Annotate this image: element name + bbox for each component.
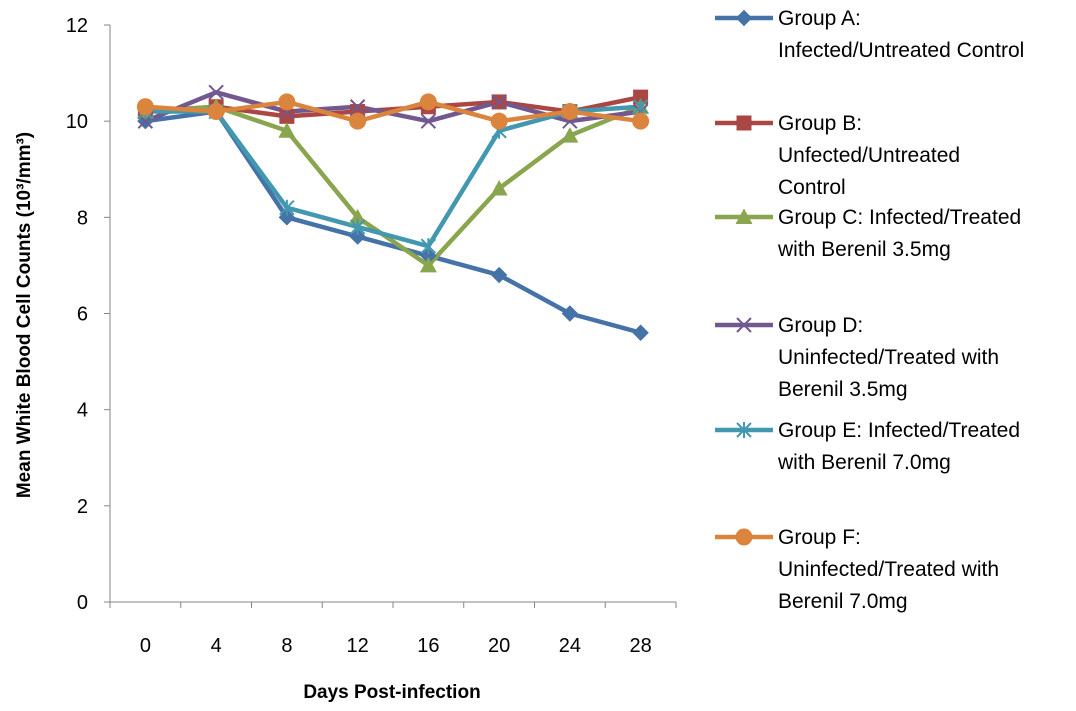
series-line-group-a	[143, 109, 643, 335]
series-line-group-e	[143, 104, 643, 249]
legend-label: with Berenil 3.5mg	[777, 238, 951, 261]
data-point-group-d	[349, 99, 366, 115]
y-tick-label: 10	[66, 111, 88, 133]
data-point-group-e	[420, 238, 437, 255]
legend-entry-group-a: Group A: Infected/Untreated Control	[715, 7, 1024, 62]
legend-entry-group-d: Group D: Uninfected/Treated with Berenil 3…	[715, 314, 999, 401]
data-point-group-f	[136, 98, 154, 116]
legend: Group A:Infected/Untreated ControlGroup …	[715, 7, 1024, 613]
data-point-group-a	[632, 324, 649, 341]
data-point-group-b	[633, 89, 649, 105]
x-tick-label: 8	[281, 635, 292, 657]
legend-swatch-marker	[736, 422, 752, 438]
x-tick-label: 0	[140, 635, 151, 657]
legend-entry-group-c: Group C: Infected/Treated with Berenil 3.…	[715, 206, 1021, 261]
y-tick-label: 2	[77, 496, 88, 518]
legend-label: Group F:	[778, 526, 861, 549]
series-markers	[136, 84, 650, 341]
data-point-group-d	[208, 84, 224, 101]
data-point-group-e	[632, 98, 649, 115]
legend-label: Control	[778, 176, 846, 199]
data-point-group-d	[420, 113, 437, 129]
series-markers-group-f	[136, 93, 650, 130]
y-tick-label: 0	[77, 592, 88, 614]
y-tick-label: 6	[77, 304, 88, 326]
y-tick-label: 8	[77, 207, 88, 229]
data-point-group-e	[349, 218, 366, 235]
y-axis-title: Mean White Blood Cell Counts (10³/mm³)	[14, 132, 35, 498]
x-tick-label: 16	[417, 635, 439, 657]
data-point-group-f	[419, 93, 437, 111]
x-tick-label: 12	[347, 635, 369, 657]
x-tick-label: 24	[559, 635, 581, 657]
legend-label: Group B:	[778, 112, 862, 135]
data-point-group-f	[490, 112, 508, 130]
data-point-group-f	[349, 112, 367, 130]
legend-label: Group D:	[778, 314, 863, 337]
data-point-group-f	[561, 103, 579, 121]
data-point-group-a	[349, 228, 366, 245]
legend-label: Unfected/Untreated	[778, 144, 960, 167]
data-point-group-c	[419, 256, 437, 273]
legend-label: Uninfected/Treated with	[778, 346, 999, 369]
data-point-group-f	[278, 93, 296, 111]
legend-label: Berenil 3.5mg	[778, 378, 908, 401]
data-point-group-d	[491, 94, 507, 110]
data-point-group-a	[561, 305, 579, 322]
y-tick-label: 4	[77, 400, 88, 422]
legend-entry-group-b: Group B: Unfected/Untreated Control	[715, 112, 960, 199]
data-point-group-a	[490, 266, 508, 284]
data-point-group-e	[279, 199, 295, 216]
data-point-group-a	[278, 209, 296, 226]
data-point-group-c	[561, 127, 579, 143]
data-point-group-c	[490, 179, 508, 196]
legend-swatch-marker	[735, 528, 753, 546]
legend-label: Berenil 7.0mg	[778, 590, 908, 613]
y-tick-label: 12	[66, 15, 88, 37]
x-tick-label: 4	[211, 635, 222, 657]
legend-entry-group-e: Group E: Infected/Treated with Berenil 7.…	[715, 419, 1020, 474]
legend-swatch-marker	[736, 317, 752, 333]
series-line-group-d	[143, 90, 643, 124]
data-point-group-c	[278, 122, 296, 138]
series-line-group-f	[143, 99, 643, 124]
x-tick-label: 20	[488, 635, 510, 657]
series-lines	[143, 90, 643, 335]
x-tick-label: 28	[630, 635, 652, 657]
legend-entry-group-f: Group F: Uninfected/Treated with Berenil 7…	[715, 526, 999, 613]
legend-label: Group C: Infected/Treated	[778, 206, 1021, 229]
data-point-group-f	[207, 103, 225, 121]
legend-label: Infected/Untreated Control	[778, 39, 1024, 62]
legend-label: with Berenil 7.0mg	[777, 451, 951, 474]
x-axis-title: Days Post-infection	[303, 682, 480, 703]
legend-label: Uninfected/Treated with	[778, 558, 999, 581]
legend-label: Group A:	[778, 7, 861, 30]
legend-swatch-marker	[735, 9, 753, 27]
legend-swatch-marker	[736, 115, 752, 131]
legend-label: Group E: Infected/Treated	[778, 419, 1020, 442]
series-line-group-c	[143, 104, 643, 268]
data-point-group-b	[279, 108, 295, 124]
legend-swatch-marker	[735, 208, 753, 224]
data-point-group-f	[632, 112, 650, 130]
data-point-group-c	[349, 208, 367, 225]
